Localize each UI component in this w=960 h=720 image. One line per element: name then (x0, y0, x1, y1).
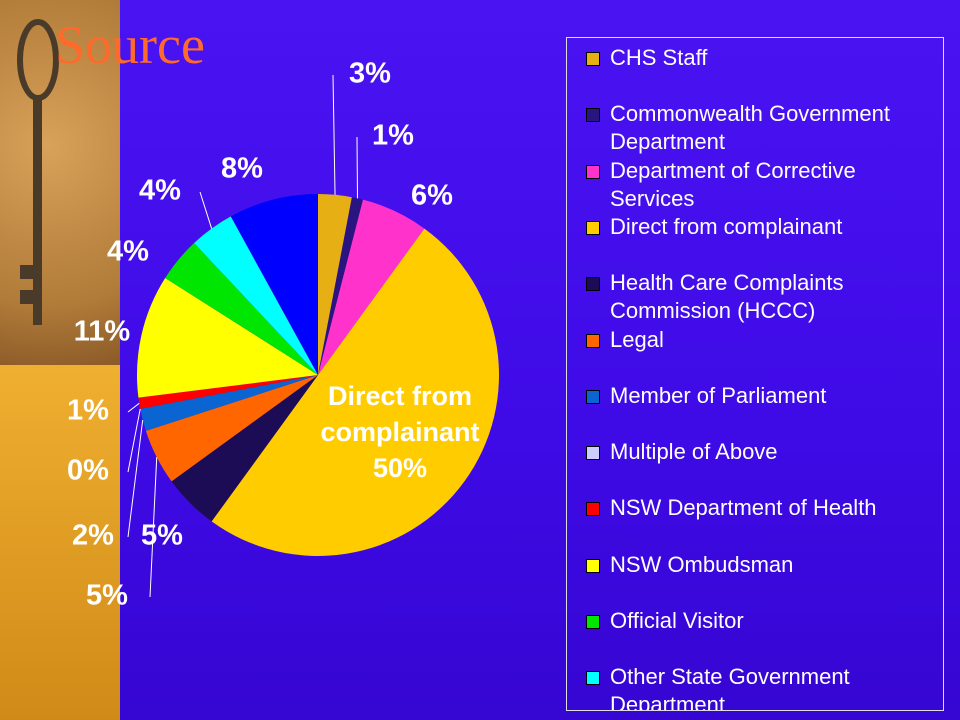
legend-label: Direct from complainant (610, 213, 843, 239)
chart: 3% 1% 6% 5% 5% 2% 0% 1% 11% 4% 4% 8% (67, 58, 499, 612)
legend-swatch (586, 502, 600, 517)
legend-label: Health Care Complaints Commission (HCCC) (610, 270, 844, 324)
legend-label: Legal (610, 326, 664, 352)
legend-item: Direct from complainant (567, 211, 937, 271)
legend-item: Department of Corrective Services (567, 155, 937, 215)
data-label: 4% (107, 236, 149, 268)
legend-item: NSW Ombudsman (567, 549, 937, 609)
leader-line (127, 408, 141, 473)
legend-item: Other State Government Department (567, 661, 937, 711)
legend-label: Commonwealth Government Department (610, 101, 891, 155)
data-label: 4% (139, 175, 181, 207)
center-label: Direct from complainant 50% (300, 378, 500, 486)
legend-label: NSW Ombudsman (610, 551, 794, 577)
leader-line (127, 419, 144, 538)
pie-slice (137, 278, 318, 398)
pie-slice (230, 194, 318, 375)
leader-line (149, 457, 158, 598)
data-label: 2% (72, 520, 114, 552)
data-label: 5% (86, 580, 128, 612)
center-category: Direct from complainant (320, 381, 480, 447)
legend-item: Legal (567, 324, 937, 384)
legend-swatch (586, 389, 600, 404)
data-label: 1% (372, 120, 414, 152)
legend-swatch (586, 108, 600, 123)
key-drawing (17, 19, 59, 325)
data-label: 1% (67, 395, 109, 427)
legend-swatch (586, 333, 600, 348)
data-label: 0% (67, 455, 109, 487)
pie-slice (318, 199, 425, 375)
pie-slice (318, 197, 364, 375)
legend-label: Official Visitor (610, 608, 744, 633)
legend-swatch (586, 615, 600, 629)
data-label: 6% (411, 180, 453, 212)
legend-swatch (586, 558, 600, 573)
chart-title: Source (55, 15, 205, 75)
data-label: 8% (221, 153, 263, 185)
leader-line (127, 402, 140, 413)
pie-slice (165, 243, 318, 375)
leader-line (332, 74, 336, 195)
data-label: 3% (349, 58, 391, 90)
legend-item: Official Visitor (567, 605, 937, 665)
pie-slice (211, 228, 499, 556)
legend-item: CHS Staff (567, 42, 937, 102)
legend-item: Multiple of Above (567, 436, 937, 496)
legend-item: NSW Department of Health (567, 492, 937, 552)
legend-swatch (586, 220, 600, 235)
legend-label: Member of Parliament (610, 382, 827, 408)
pie-slice (171, 375, 318, 522)
legend-swatch (586, 446, 600, 461)
data-label: 5% (141, 520, 183, 552)
pie-slice (194, 216, 318, 375)
legend-label: Other State Government Department (610, 664, 850, 711)
data-label: 11% (74, 316, 131, 348)
pie-slice (318, 194, 352, 375)
leader-line (199, 191, 213, 229)
legend-label: Multiple of Above (610, 439, 778, 465)
legend: CHS Staff Commonwealth Government Departm… (566, 37, 944, 711)
pie-slice (145, 375, 318, 482)
legend-label: CHS Staff (610, 45, 708, 70)
legend-item: Commonwealth Government Department (567, 98, 937, 158)
legend-item: Member of Parliament (567, 380, 937, 440)
legend-swatch (586, 277, 600, 292)
legend-label: NSW Department of Health (610, 495, 877, 521)
legend-swatch (586, 164, 600, 179)
legend-label: Department of Corrective Services (610, 157, 856, 211)
legend-item: Health Care Complaints Commission (HCCC) (567, 267, 937, 327)
pie-slice (140, 375, 318, 431)
legend-swatch (586, 52, 600, 66)
key-photo (0, 0, 120, 365)
pie-slice (138, 375, 318, 409)
legend-swatch (586, 671, 600, 686)
data-label: 50% (372, 453, 428, 483)
